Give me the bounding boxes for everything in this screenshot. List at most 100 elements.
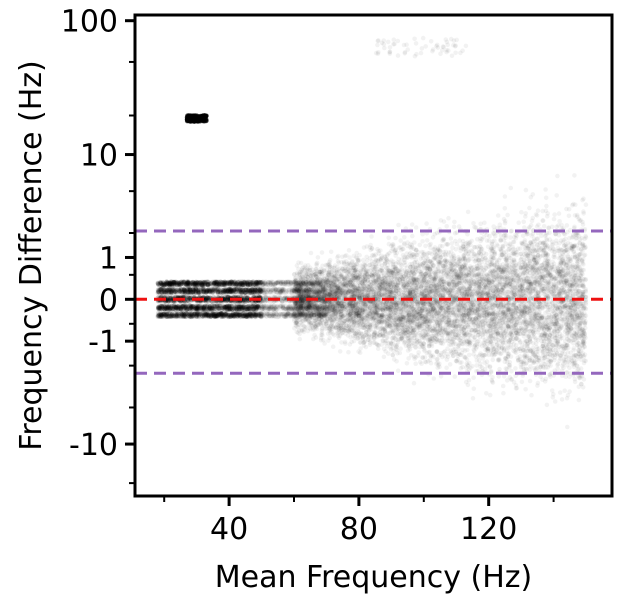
data-point (508, 185, 514, 191)
data-point (261, 297, 267, 302)
data-point (211, 313, 217, 319)
data-point (224, 295, 230, 300)
data-point (222, 297, 228, 302)
data-point (258, 287, 264, 292)
data-point (241, 280, 247, 285)
data-point (239, 287, 245, 293)
data-point (217, 303, 223, 308)
data-point (227, 280, 233, 286)
data-point (239, 289, 244, 295)
data-point (250, 279, 255, 285)
data-point (228, 289, 234, 295)
data-point (158, 311, 164, 317)
data-point (256, 288, 261, 294)
data-point (227, 288, 233, 293)
data-point (203, 312, 209, 317)
data-point (241, 289, 246, 294)
data-point (240, 314, 246, 319)
data-point (156, 314, 162, 319)
data-point (252, 289, 257, 294)
data-point (239, 312, 245, 317)
data-point (187, 305, 193, 311)
data-point (232, 311, 238, 317)
data-point (229, 282, 235, 288)
data-point (195, 312, 200, 318)
data-point (233, 282, 238, 287)
data-point (261, 312, 266, 318)
data-point (396, 222, 401, 228)
data-point (156, 306, 161, 312)
data-point (178, 282, 183, 287)
data-point (214, 286, 220, 292)
data-point (278, 280, 284, 286)
data-point (168, 296, 173, 301)
data-point (201, 304, 206, 310)
data-point (410, 233, 415, 239)
data-point (187, 289, 193, 295)
data-point (167, 294, 173, 300)
data-point (156, 312, 162, 318)
data-point (238, 281, 244, 286)
data-point (162, 313, 168, 319)
data-point (204, 287, 210, 293)
data-point (188, 289, 194, 294)
data-point (187, 286, 192, 292)
data-point (259, 289, 264, 295)
data-point (241, 296, 246, 301)
data-point (168, 311, 173, 317)
data-point (201, 288, 206, 294)
data-point (234, 306, 239, 312)
data-point (244, 297, 249, 303)
data-point (237, 304, 243, 310)
data-point (198, 304, 204, 309)
data-point (185, 280, 191, 286)
data-point (173, 280, 178, 286)
data-point (184, 303, 189, 309)
data-point (229, 289, 234, 294)
data-point (198, 282, 204, 288)
data-point (258, 287, 264, 293)
data-point (158, 280, 163, 286)
data-point (502, 194, 508, 199)
data-point (217, 305, 223, 311)
data-point (168, 287, 173, 292)
data-point (245, 287, 251, 293)
data-point (156, 305, 161, 310)
data-point (222, 287, 228, 293)
data-point (188, 311, 193, 317)
data-point (273, 281, 278, 286)
data-point (240, 305, 246, 310)
data-point (156, 304, 161, 310)
data-point (176, 304, 182, 310)
data-point (179, 280, 185, 286)
data-point (205, 295, 210, 301)
data-point (238, 305, 244, 311)
data-point (177, 288, 183, 294)
data-point (206, 313, 212, 319)
data-point (188, 305, 193, 311)
data-point (157, 288, 163, 293)
data-point (286, 311, 291, 316)
data-point (522, 225, 527, 230)
data-point (271, 286, 276, 292)
data-point (229, 306, 234, 312)
data-point (253, 314, 258, 320)
data-point (251, 312, 256, 317)
data-point (311, 336, 316, 342)
data-point (218, 290, 223, 296)
data-point (192, 288, 197, 294)
data-point (167, 281, 172, 287)
data-point (179, 304, 185, 309)
data-point (194, 305, 200, 311)
data-point (161, 303, 167, 309)
data-point (159, 304, 165, 309)
data-point (233, 313, 238, 319)
data-point (243, 312, 249, 317)
data-point (216, 303, 222, 309)
data-point (181, 289, 187, 295)
data-point (209, 311, 215, 316)
data-point (182, 314, 188, 319)
data-point (231, 288, 237, 294)
data-point (164, 282, 169, 288)
data-point (206, 286, 211, 292)
